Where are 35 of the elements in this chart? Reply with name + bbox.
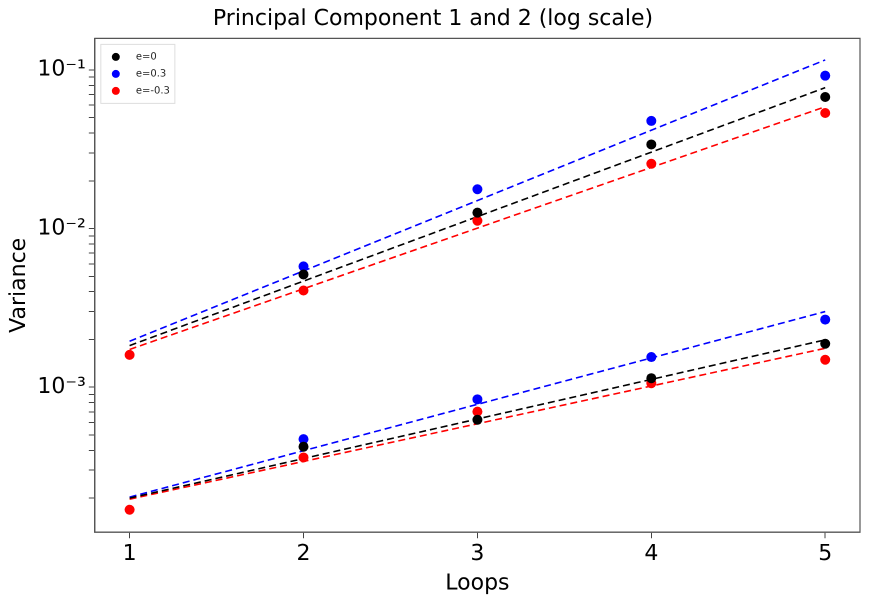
point [646, 116, 656, 126]
x-tick-label: 5 [818, 541, 832, 566]
y-axis-title: Variance [6, 238, 31, 333]
legend-label: e=-0.3 [136, 85, 170, 96]
point [472, 394, 482, 404]
x-tick-label: 3 [470, 541, 484, 566]
point [472, 414, 482, 425]
point [820, 108, 830, 118]
point [298, 269, 309, 280]
legend-label: e=0 [136, 51, 157, 62]
point [646, 373, 656, 384]
x-tick-label: 2 [296, 541, 311, 566]
point [646, 139, 656, 150]
point [820, 314, 830, 325]
y-tick-label: 10⁻¹ [37, 56, 86, 82]
point [820, 338, 830, 349]
x-axis-title: Loops [445, 570, 510, 596]
x-tick-label: 1 [122, 541, 137, 566]
point [298, 452, 309, 462]
chart-title: Principal Component 1 and 2 (log scale) [212, 6, 654, 31]
point [124, 504, 135, 515]
point [472, 184, 482, 194]
point [646, 352, 656, 362]
point [298, 442, 309, 452]
y-tick-label: 10⁻³ [37, 374, 86, 399]
point [472, 208, 482, 218]
point [820, 92, 830, 102]
point [124, 350, 135, 360]
point [820, 70, 830, 81]
point [298, 286, 309, 296]
legend-label: e=0.3 [136, 68, 166, 80]
point [820, 354, 830, 365]
x-tick-label: 4 [644, 541, 658, 566]
point [646, 158, 656, 169]
y-tick-label: 10⁻² [37, 215, 86, 240]
